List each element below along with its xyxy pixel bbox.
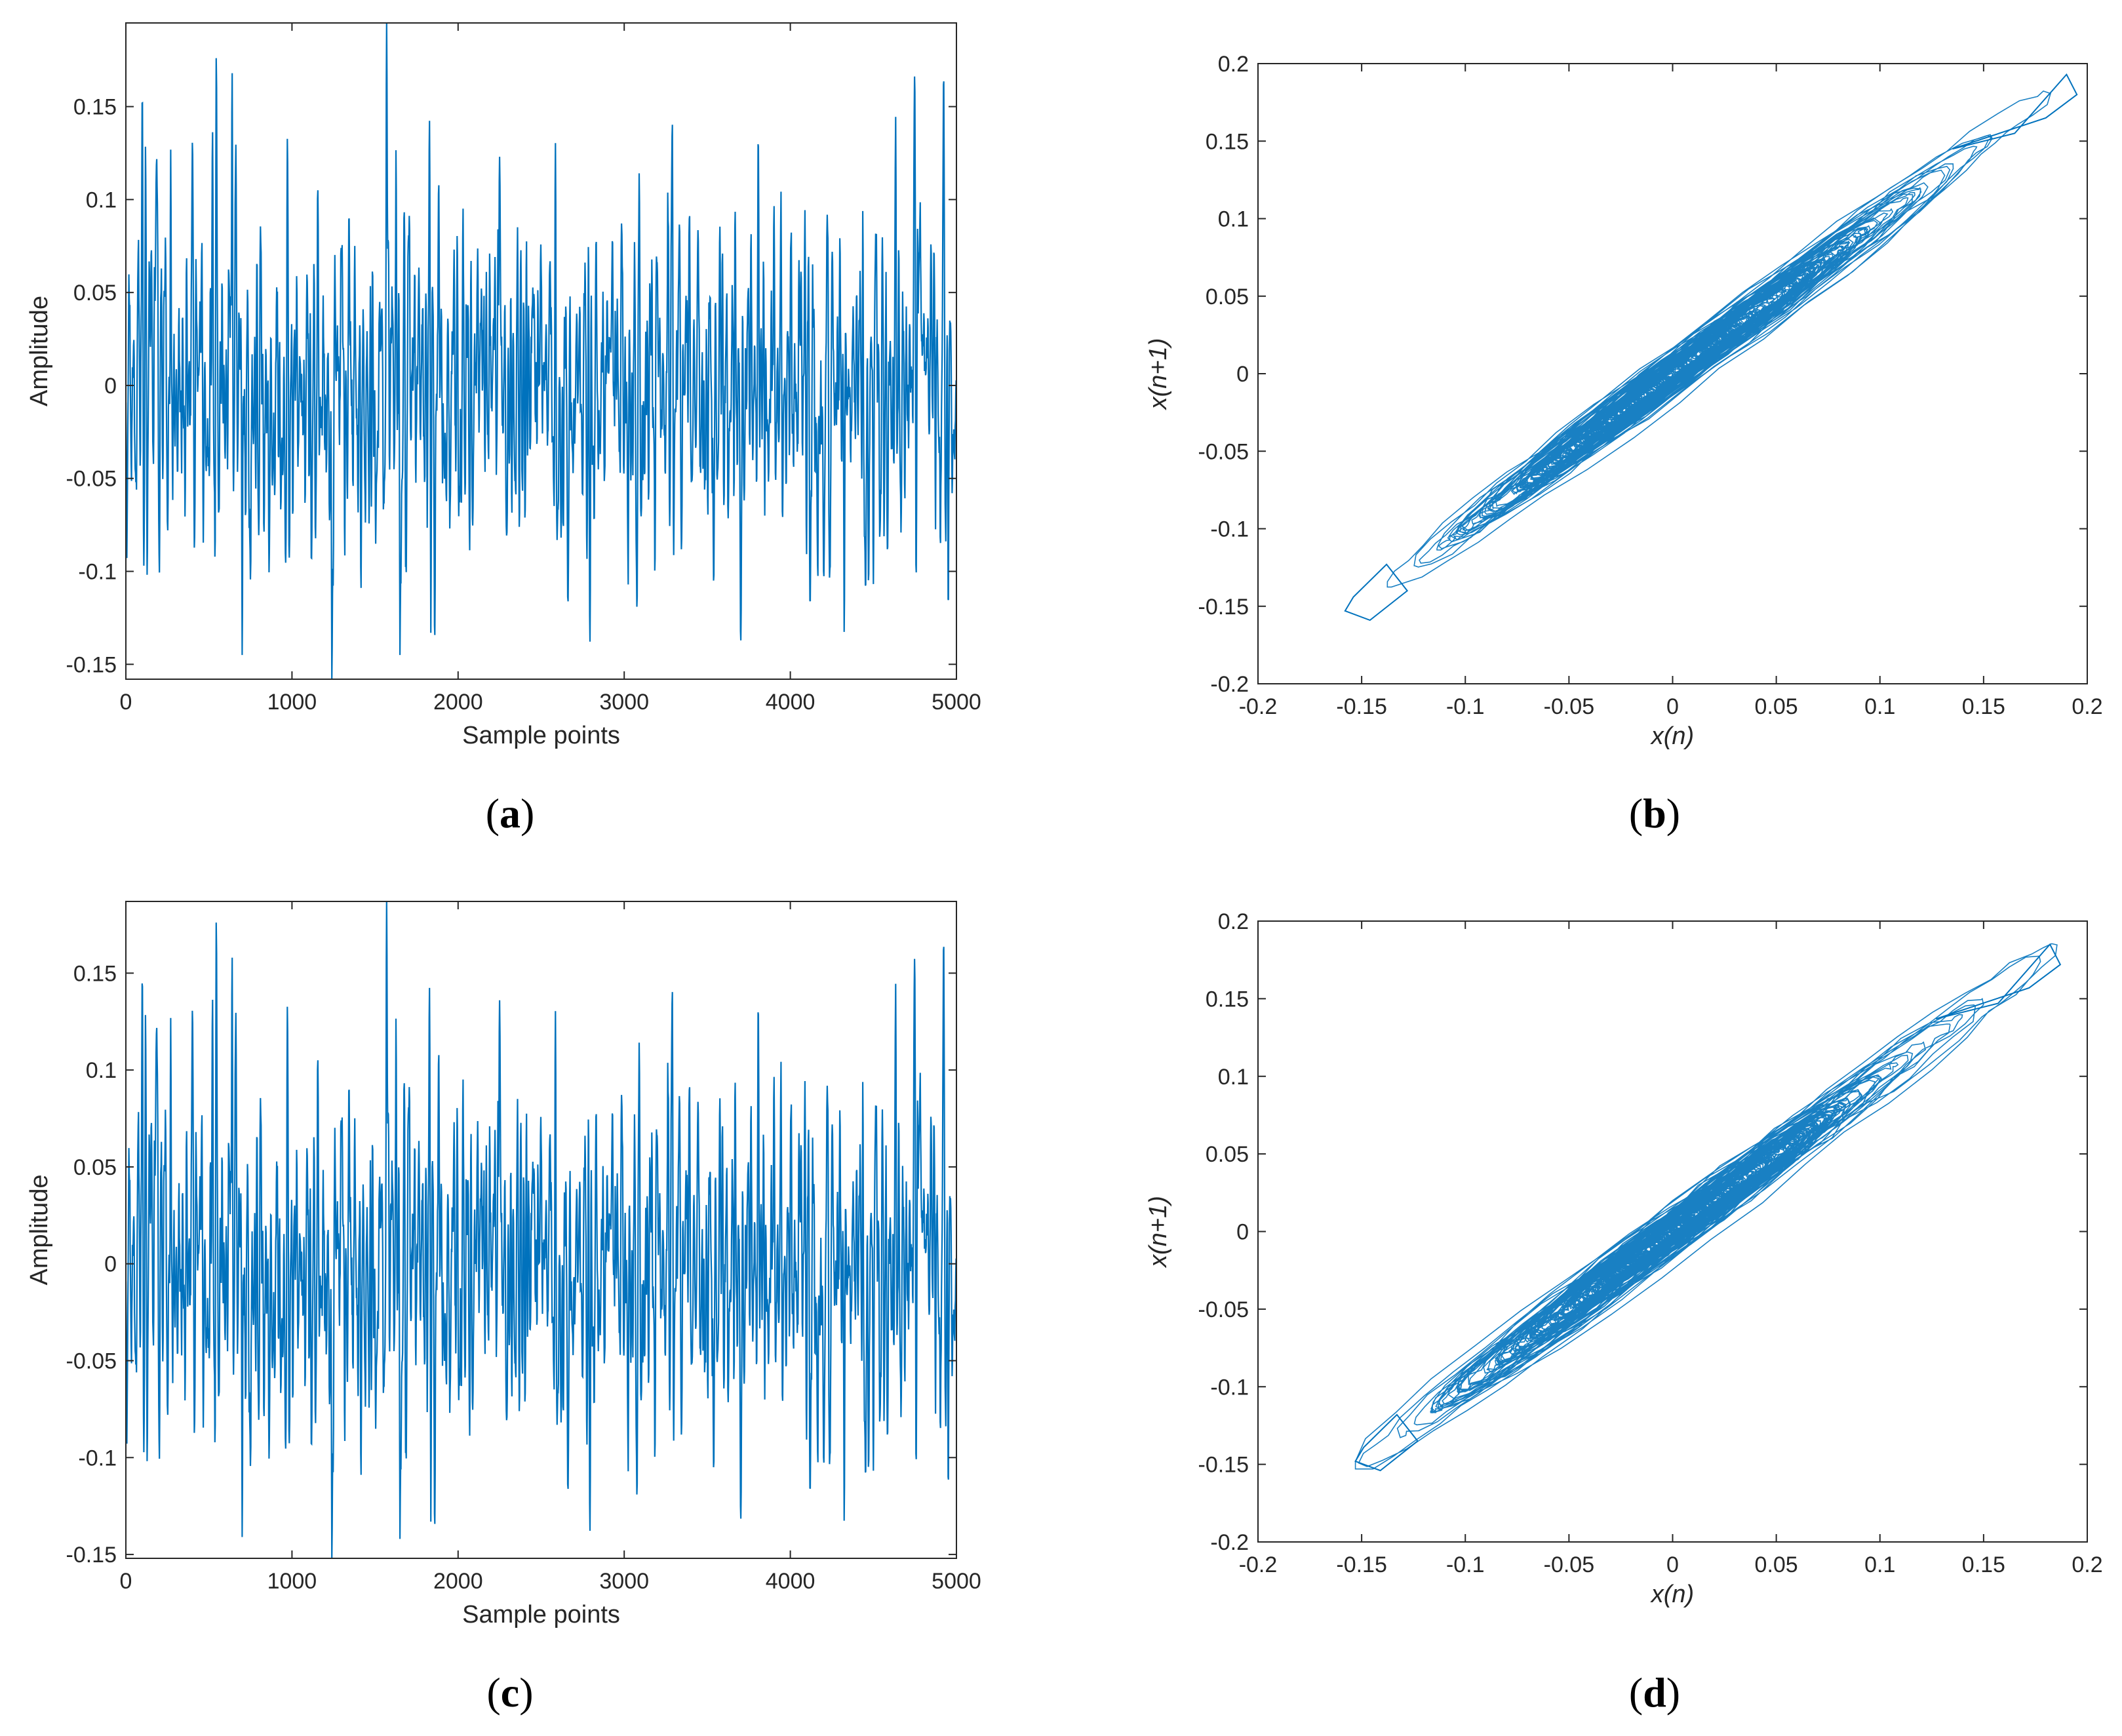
x-tick-label-b: 0.15	[1962, 694, 2005, 719]
x-axis-label-c: Sample points	[462, 1601, 620, 1628]
x-tick-label-b: 0.2	[2072, 694, 2102, 719]
panel-b-phase-space: -0.2 -0.15 -0.1 -0.05 0 0.05 0.1 0.15 0.2 -0.2 -0.…	[1145, 52, 2103, 750]
x-tick-label-b: -0.15	[1336, 694, 1387, 719]
caption-d: (d)	[1629, 1669, 1680, 1716]
x-axis-label-a: Sample points	[462, 722, 620, 749]
panel-a-time-series: 0 1000 2000 3000 4000 5000 -0.15 -0.1 -0.05 0 0.05…	[26, 22, 981, 749]
y-tick-label-a: -0.1	[78, 560, 117, 585]
panel-c-time-series: 0 1000 2000 3000 4000 5000 -0.15 -0.1 -0.05 0 0.05…	[26, 901, 981, 1628]
x-tick-label-d: -0.2	[1239, 1552, 1278, 1577]
x-tick-label-c: 1000	[267, 1569, 317, 1594]
x-axis-label-d: x(n)	[1650, 1581, 1694, 1608]
x-tick-label-a: 0	[120, 690, 132, 715]
y-tick-label-b: 0	[1236, 362, 1249, 387]
x-tick-label-c: 4000	[766, 1569, 815, 1594]
phase-trajectory-b	[1386, 90, 2051, 588]
y-tick-label-c: 0	[104, 1252, 117, 1277]
y-tick-label-b: 0.1	[1218, 207, 1249, 232]
y-tick-label-d: -0.2	[1210, 1530, 1249, 1555]
x-tick-label-a: 5000	[932, 690, 981, 715]
caption-b: (b)	[1629, 790, 1680, 837]
x-tick-label-c: 2000	[433, 1569, 483, 1594]
y-tick-label-d: -0.1	[1210, 1375, 1249, 1400]
y-tick-label-a: 0.15	[73, 95, 117, 120]
phase-excursion-low-d	[1354, 1413, 1419, 1472]
signal-line-a	[126, 23, 956, 679]
x-tick-label-b: -0.1	[1446, 694, 1485, 719]
y-tick-label-d: -0.15	[1198, 1453, 1249, 1478]
x-tick-label-d: -0.05	[1544, 1552, 1595, 1577]
x-tick-label-d: -0.15	[1336, 1552, 1387, 1577]
x-tick-label-b: -0.2	[1239, 694, 1278, 719]
caption-c: (c)	[486, 1669, 533, 1716]
y-tick-label-c: -0.1	[78, 1446, 117, 1470]
y-tick-label-c: -0.05	[66, 1349, 117, 1374]
y-axis-label-b: x(n+1)	[1145, 338, 1172, 411]
y-axis-label-c: Amplitude	[26, 1175, 53, 1286]
x-tick-label-b: 0.1	[1864, 694, 1895, 719]
y-tick-label-b: -0.2	[1210, 672, 1249, 697]
y-tick-label-d: 0.05	[1206, 1142, 1249, 1167]
y-tick-label-a: 0	[104, 374, 117, 399]
y-tick-label-a: 0.05	[73, 281, 117, 306]
y-tick-label-b: 0.15	[1206, 129, 1249, 154]
y-axis-label-a: Amplitude	[26, 296, 53, 406]
x-tick-label-c: 5000	[932, 1569, 981, 1594]
y-tick-label-c: 0.15	[73, 961, 117, 986]
y-tick-label-b: 0.2	[1218, 52, 1249, 77]
phase-excursion-low-b	[1344, 563, 1409, 621]
y-tick-label-d: 0.1	[1218, 1065, 1249, 1090]
y-tick-label-c: -0.15	[66, 1543, 117, 1568]
x-tick-label-d: 0.2	[2072, 1552, 2102, 1577]
y-tick-label-a: 0.1	[86, 187, 117, 212]
plot-frame-c	[125, 901, 957, 1559]
phase-excursion-high-d	[1935, 943, 2062, 1020]
panel-d-phase-space: -0.2 -0.15 -0.1 -0.05 0 0.05 0.1 0.15 0.2 -0.2 -0.…	[1145, 909, 2103, 1608]
x-tick-label-b: -0.05	[1544, 694, 1595, 719]
y-tick-label-c: 0.1	[86, 1058, 117, 1083]
caption-a: (a)	[486, 790, 535, 837]
x-tick-label-d: -0.1	[1446, 1552, 1485, 1577]
x-tick-label-c: 0	[120, 1569, 132, 1594]
x-axis-label-b: x(n)	[1650, 722, 1694, 750]
x-tick-label-a: 2000	[433, 690, 483, 715]
x-tick-label-d: 0.15	[1962, 1552, 2005, 1577]
y-tick-label-b: -0.1	[1210, 517, 1249, 542]
x-tick-label-d: 0	[1666, 1552, 1679, 1577]
y-axis-label-d: x(n+1)	[1145, 1196, 1172, 1269]
phase-trajectory-d	[1354, 943, 2058, 1470]
x-tick-label-a: 4000	[766, 690, 815, 715]
y-tick-label-b: 0.05	[1206, 285, 1249, 309]
x-tick-label-b: 0.05	[1755, 694, 1798, 719]
y-tick-label-a: -0.05	[66, 467, 117, 492]
x-tick-label-c: 3000	[599, 1569, 649, 1594]
y-tick-label-d: -0.05	[1198, 1297, 1249, 1322]
y-tick-label-b: -0.05	[1198, 439, 1249, 464]
y-tick-label-b: -0.15	[1198, 595, 1249, 620]
x-tick-label-d: 0.1	[1864, 1552, 1895, 1577]
y-tick-label-d: 0.2	[1218, 909, 1249, 934]
signal-line-c	[126, 901, 956, 1558]
y-tick-label-c: 0.05	[73, 1155, 117, 1180]
plot-frame-a	[125, 22, 957, 680]
y-tick-label-d: 0.15	[1206, 987, 1249, 1012]
x-tick-label-a: 1000	[267, 690, 317, 715]
x-tick-label-d: 0.05	[1755, 1552, 1798, 1577]
y-tick-label-a: -0.15	[66, 652, 117, 677]
y-tick-label-d: 0	[1236, 1220, 1249, 1245]
x-tick-label-b: 0	[1666, 694, 1679, 719]
phase-excursion-high-b	[1952, 73, 2078, 150]
x-tick-label-a: 3000	[599, 690, 649, 715]
